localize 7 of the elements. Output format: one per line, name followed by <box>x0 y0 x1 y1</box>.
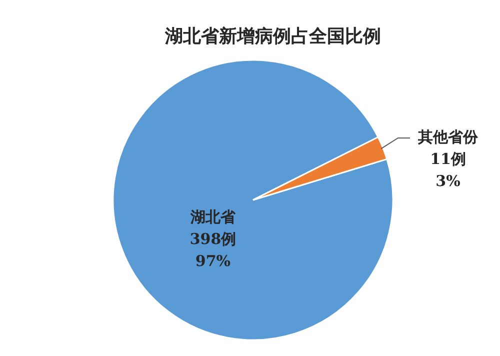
pie-slice <box>252 136 388 201</box>
slice-label: 其他省份 <box>417 128 479 146</box>
pie-slice <box>112 59 394 341</box>
data-label: 398例 97% <box>190 230 236 270</box>
chart-title: 湖北省新增病例占全国比例 <box>164 26 381 47</box>
data-label: 11例 3% <box>430 150 466 190</box>
slice-label: 湖北省 <box>190 208 236 226</box>
